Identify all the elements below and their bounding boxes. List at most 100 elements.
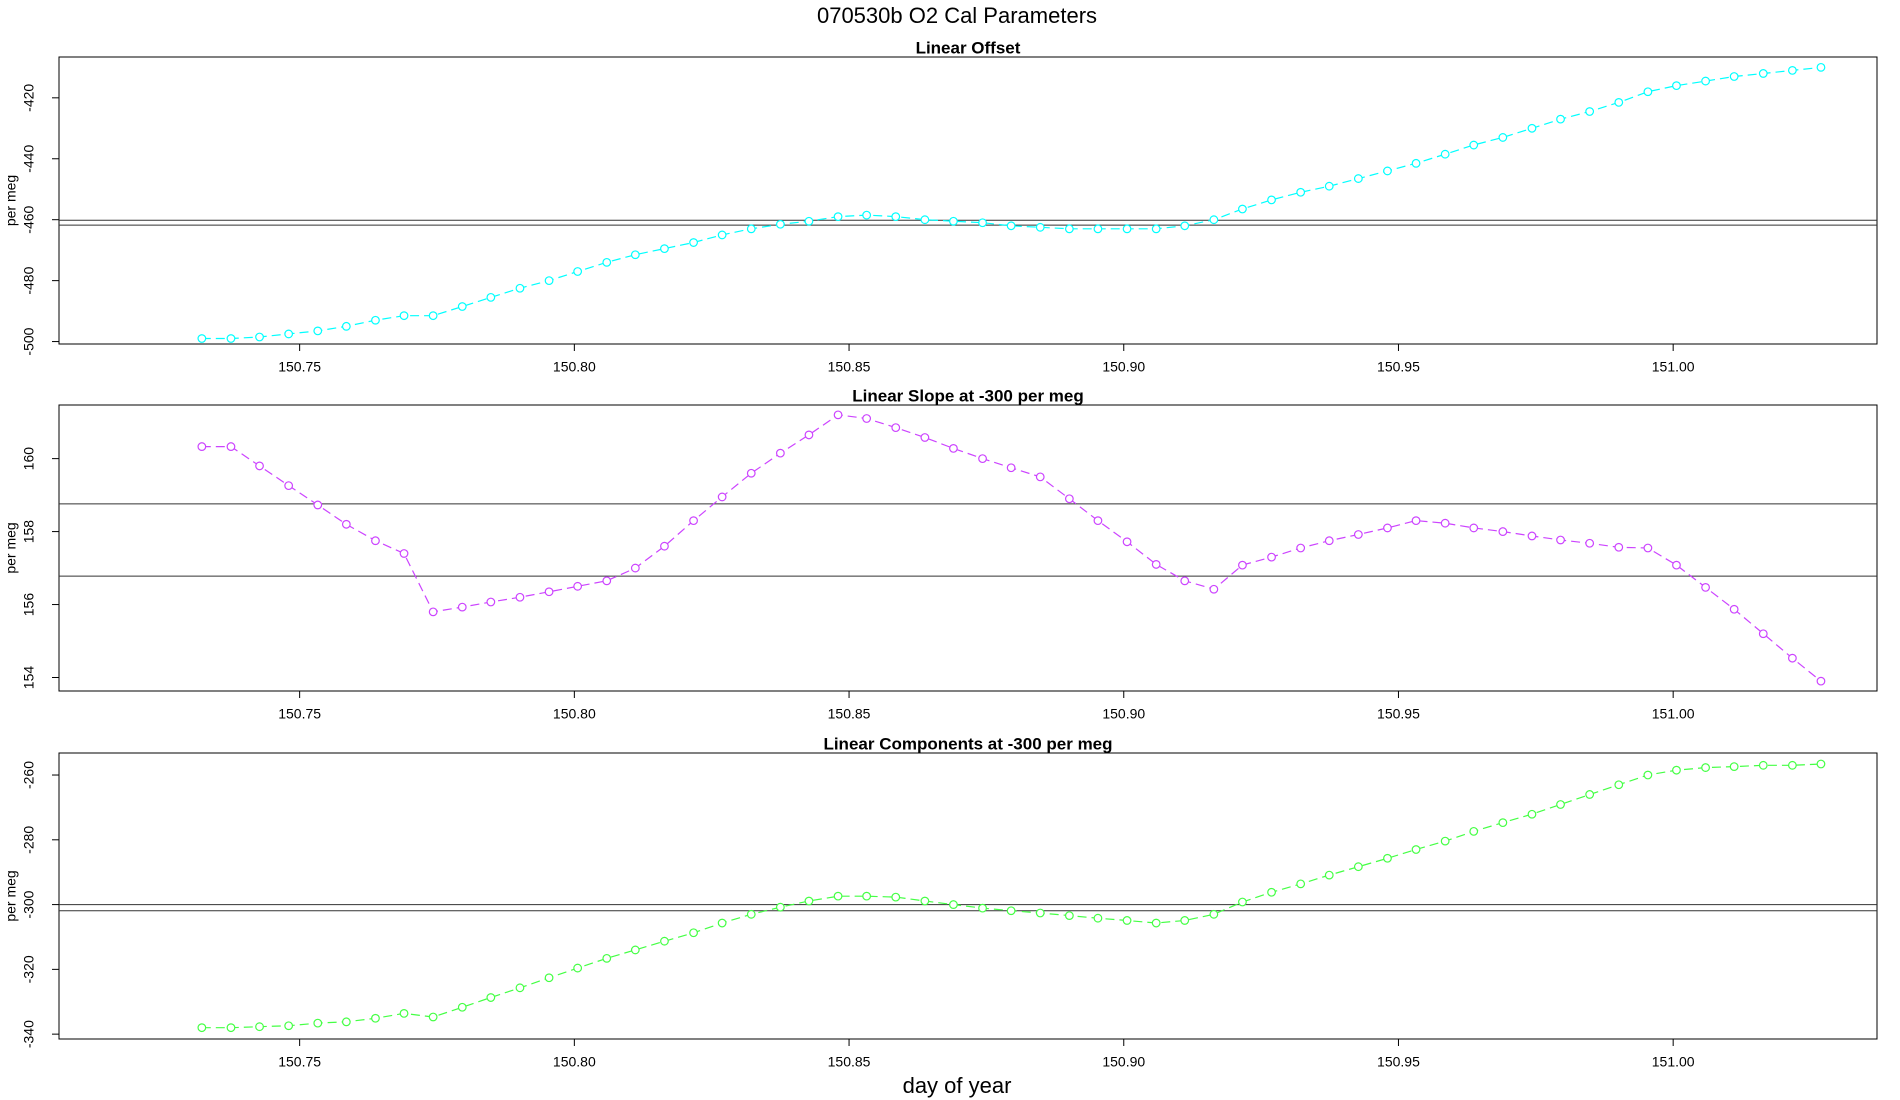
data-point (1383, 853, 1392, 863)
y-tick-label: -440 (21, 145, 37, 173)
data-point (1701, 76, 1710, 86)
data-point (602, 953, 612, 963)
data-point (486, 597, 496, 607)
data-point (1556, 535, 1565, 545)
data-point (255, 1022, 264, 1032)
data-point (1411, 516, 1421, 526)
data-point (1035, 908, 1045, 918)
data-point (1238, 897, 1247, 907)
data-point (1758, 69, 1768, 78)
data-point (660, 936, 669, 946)
data-point (1729, 762, 1739, 772)
data-point (1353, 530, 1363, 539)
x-tick-label: 150.95 (1377, 706, 1420, 722)
data-point (660, 244, 669, 254)
data-point (1816, 759, 1826, 769)
data-point (1383, 166, 1392, 176)
data-point (1527, 123, 1537, 133)
data-point (920, 215, 930, 225)
data-point (1151, 918, 1161, 928)
data-point (949, 216, 958, 226)
x-tick-label: 150.75 (278, 1054, 321, 1070)
data-point (717, 918, 727, 928)
data-point (1296, 879, 1306, 889)
y-tick-label: -500 (21, 327, 37, 355)
data-point (1180, 221, 1190, 231)
data-point (1556, 114, 1565, 124)
data-point (1498, 133, 1508, 142)
data-point (486, 993, 496, 1002)
data-point (284, 481, 294, 491)
data-point (1064, 494, 1074, 504)
data-point (1383, 523, 1392, 533)
data-point (717, 492, 727, 502)
data-point (1701, 582, 1710, 592)
data-point (746, 224, 756, 234)
y-tick-label: 160 (21, 447, 37, 471)
data-point (1006, 221, 1016, 231)
data-point (833, 212, 843, 222)
data-point (775, 448, 785, 458)
x-tick-label: 150.80 (553, 359, 596, 375)
x-tick-label: 150.90 (1102, 359, 1145, 375)
data-point (1758, 760, 1768, 770)
data-point (515, 983, 525, 993)
data-point (457, 602, 467, 612)
data-point (978, 454, 987, 464)
x-tick-label: 150.95 (1377, 359, 1420, 375)
data-point (1411, 158, 1421, 168)
data-point (428, 311, 438, 321)
data-point (1469, 826, 1479, 836)
data-point (862, 210, 872, 220)
data-point (371, 536, 380, 546)
data-point (1787, 760, 1797, 770)
data-point (1729, 72, 1739, 81)
data-point (1585, 790, 1595, 799)
data-point (1816, 676, 1826, 686)
data-point (1151, 224, 1161, 234)
data-point (341, 321, 351, 331)
y-tick-label: -460 (21, 205, 37, 233)
data-point (573, 963, 583, 973)
data-point (1035, 472, 1045, 482)
data-point (544, 276, 554, 286)
data-point (1758, 629, 1768, 639)
data-point (428, 1012, 438, 1022)
data-point (804, 216, 814, 226)
data-point (313, 326, 323, 336)
data-point (1729, 604, 1739, 614)
data-point (1816, 62, 1826, 72)
panel-title: Linear Components at -300 per meg (823, 734, 1112, 753)
data-point (1498, 527, 1508, 536)
data-point (1238, 204, 1247, 214)
panel-title: Linear Slope at -300 per meg (852, 386, 1083, 405)
data-point (573, 581, 583, 591)
x-tick-label: 150.80 (553, 706, 596, 722)
data-point (920, 896, 930, 906)
data-point (457, 1002, 467, 1012)
data-point (689, 238, 698, 247)
y-axis-label: per meg (3, 175, 19, 226)
data-point (371, 1013, 380, 1023)
data-point (457, 302, 467, 311)
data-point (1787, 653, 1797, 663)
y-tick-label: -340 (21, 1020, 37, 1048)
data-point (689, 516, 698, 526)
data-point (1238, 560, 1247, 570)
data-point (1122, 537, 1132, 547)
x-tick-label: 151.00 (1652, 706, 1695, 722)
x-tick-label: 150.80 (553, 1054, 596, 1070)
y-tick-label: -420 (21, 84, 37, 112)
data-point (1180, 576, 1190, 586)
data-point (1353, 174, 1363, 183)
data-point (630, 563, 640, 573)
data-point (1035, 222, 1045, 232)
series-line (201, 763, 1822, 1029)
x-axis-label: day of year (903, 1073, 1012, 1098)
data-point (1324, 870, 1334, 880)
data-point (371, 315, 380, 325)
data-point (891, 423, 901, 433)
data-point (255, 461, 264, 471)
data-point (1353, 862, 1363, 872)
data-point (1093, 913, 1103, 923)
